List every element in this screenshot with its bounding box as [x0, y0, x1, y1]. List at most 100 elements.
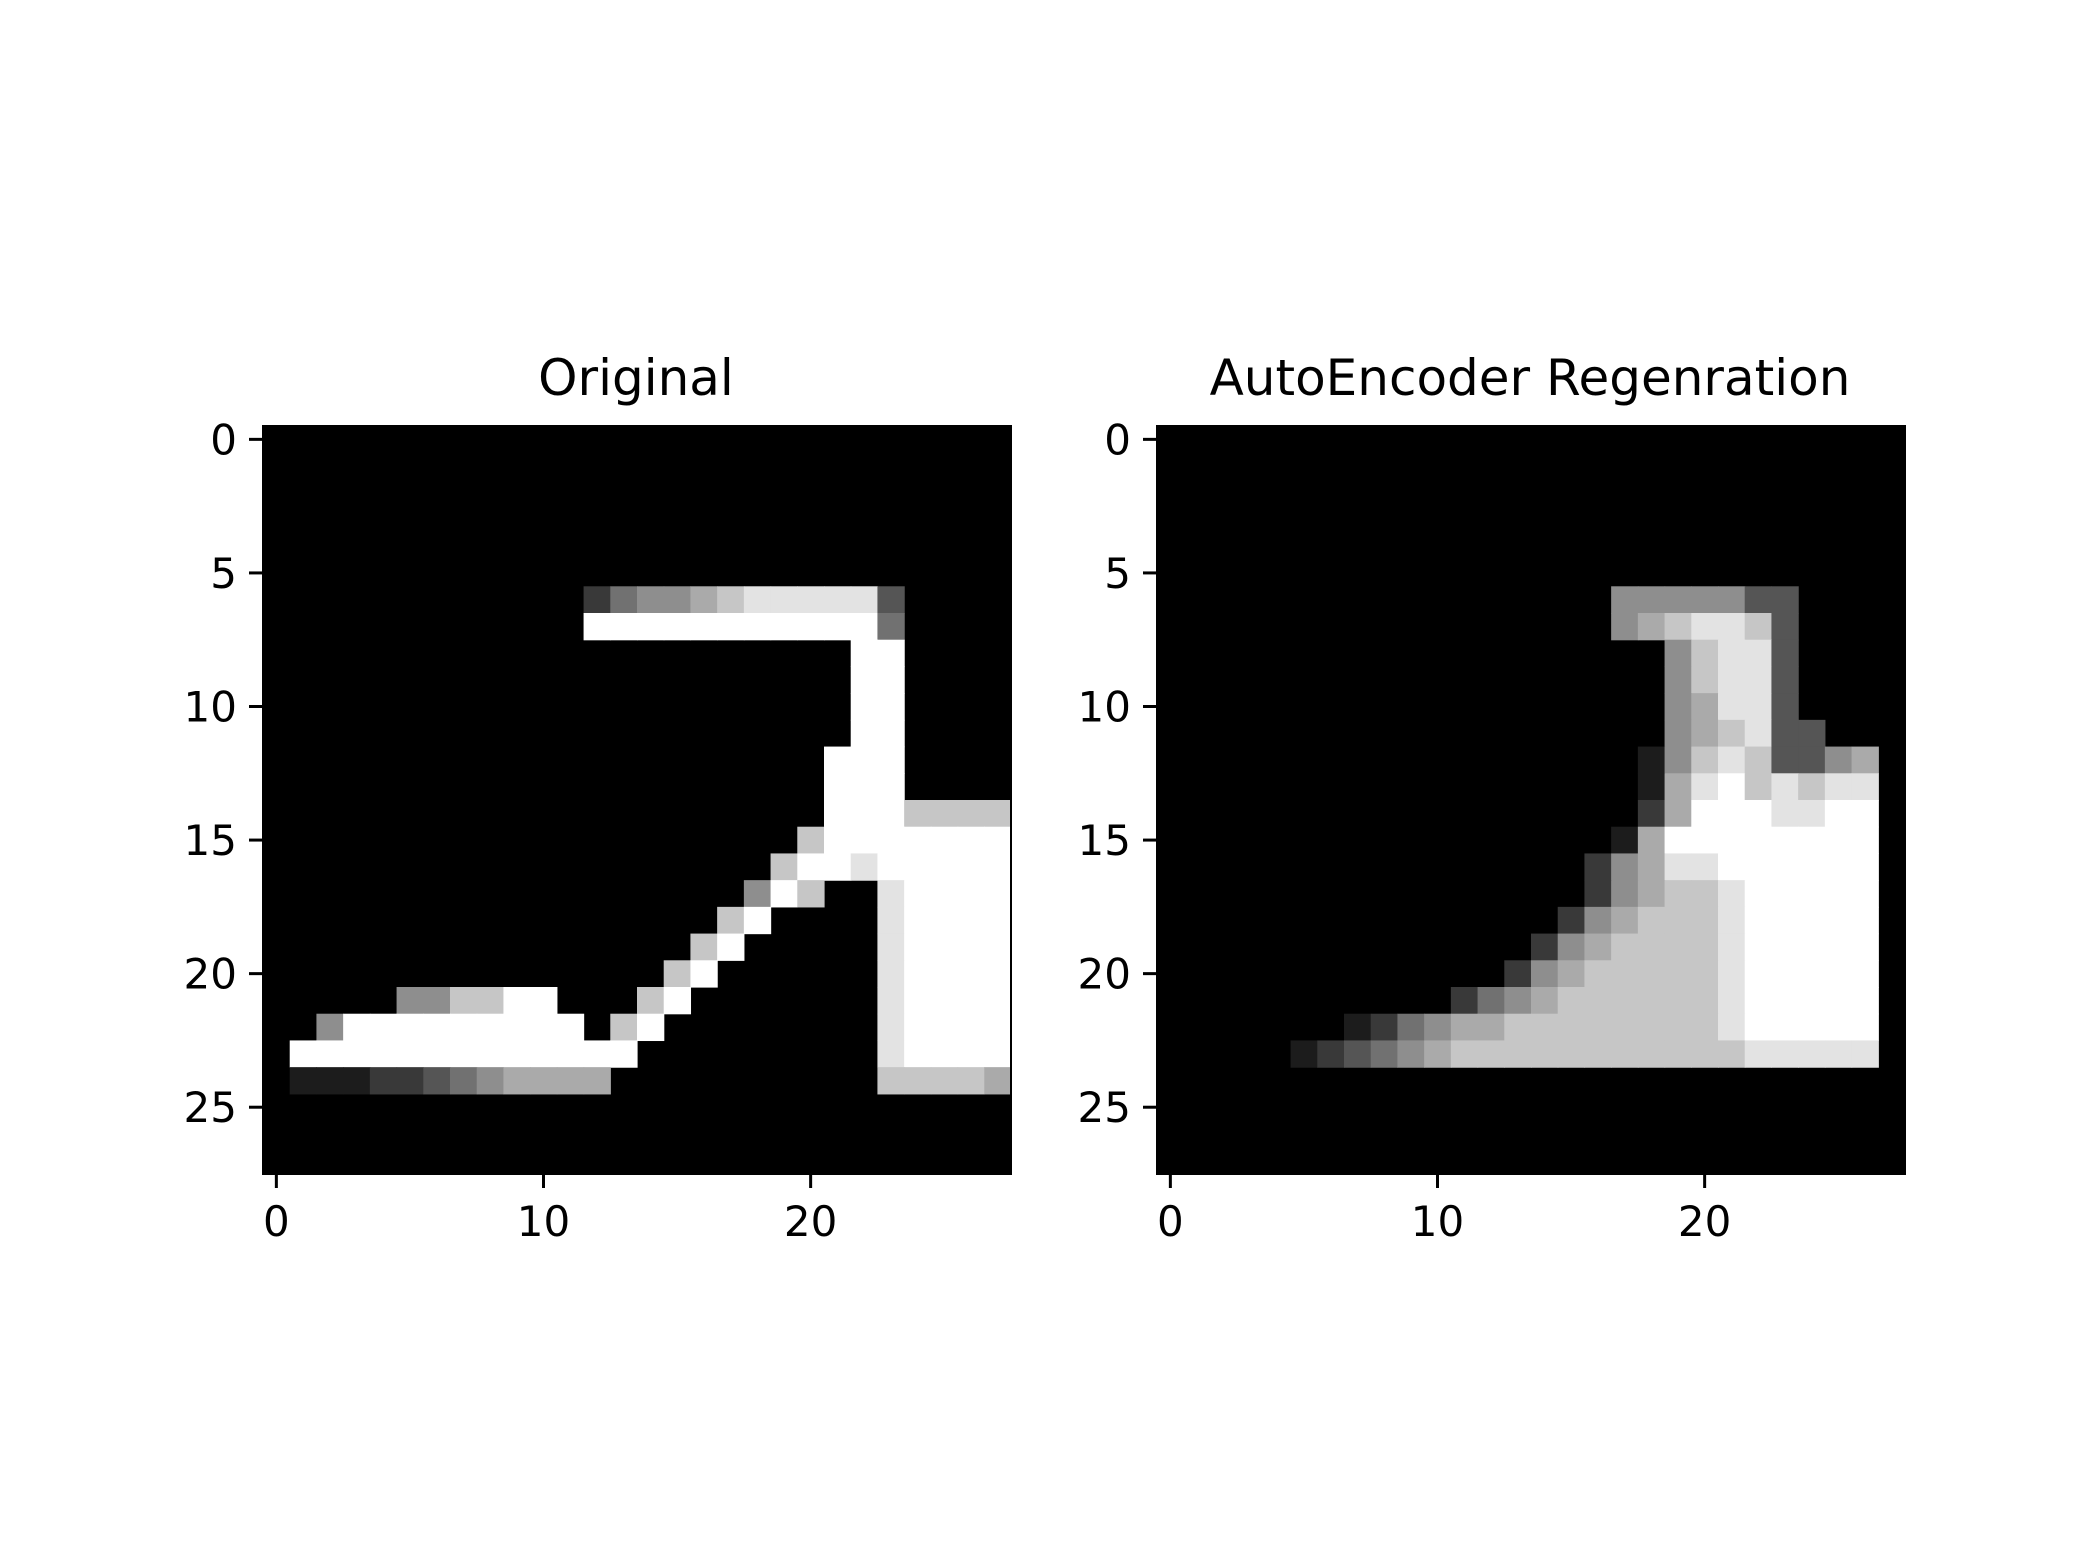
- heatmap-cell: [1824, 880, 1853, 908]
- heatmap-cell: [316, 1040, 344, 1068]
- heatmap-cell: [877, 933, 905, 961]
- heatmap-cell: [930, 906, 959, 935]
- y-tick-label: 0: [210, 415, 237, 464]
- heatmap-cell: [850, 853, 879, 881]
- heatmap-cell: [1637, 800, 1666, 828]
- heatmap-cell: [1664, 1013, 1692, 1042]
- heatmap-cell: [1718, 693, 1746, 721]
- heatmap-cell: [930, 880, 959, 908]
- heatmap-cell: [369, 1040, 398, 1068]
- heatmap-cell: [1744, 1013, 1773, 1042]
- heatmap-cell: [663, 613, 692, 641]
- heatmap-cell: [1611, 853, 1639, 881]
- heatmap-cell: [984, 826, 1012, 855]
- y-tick-label: 25: [184, 1083, 237, 1132]
- heatmap-cell: [1611, 906, 1639, 935]
- heatmap-cell: [1637, 773, 1666, 801]
- heatmap-cell: [1718, 746, 1746, 774]
- heatmap-cell: [850, 586, 879, 614]
- heatmap-cell: [1771, 933, 1799, 961]
- heatmap-cell: [957, 1013, 985, 1042]
- heatmap-cell: [1611, 1013, 1639, 1042]
- heatmap-cell: [1611, 826, 1639, 855]
- heatmap-cell: [1557, 987, 1586, 1015]
- heatmap-cell: [1531, 1040, 1559, 1068]
- heatmap-cell: [1557, 1040, 1586, 1068]
- heatmap-cell: [1798, 880, 1826, 908]
- heatmap-cell: [1664, 746, 1692, 774]
- heatmap-cell: [343, 1040, 371, 1068]
- heatmap-cell: [1584, 880, 1612, 908]
- heatmap-cell: [1718, 773, 1746, 801]
- heatmap-cell: [1317, 1040, 1345, 1068]
- heatmap-cell: [1851, 746, 1879, 774]
- heatmap-cell: [1344, 1013, 1372, 1042]
- heatmap-cell: [1824, 1013, 1853, 1042]
- heatmap-cell: [503, 1040, 531, 1068]
- heatmap-cell: [530, 1013, 558, 1042]
- heatmap-cell: [850, 773, 879, 801]
- heatmap-cell: [1824, 826, 1853, 855]
- heatmap-cell: [1691, 639, 1719, 668]
- heatmap-cell: [1691, 826, 1719, 855]
- heatmap-cell: [1691, 773, 1719, 801]
- heatmap-cell: [1771, 773, 1799, 801]
- heatmap-cell: [1584, 853, 1612, 881]
- heatmap-cell: [877, 960, 905, 988]
- heatmap-cell: [904, 880, 932, 908]
- heatmap-cell: [850, 746, 879, 774]
- heatmap-cell: [1718, 639, 1746, 668]
- heatmap-cell: [1851, 987, 1879, 1015]
- heatmap-cell: [877, 853, 905, 881]
- heatmap-cell: [1531, 933, 1559, 961]
- heatmap-cell: [1744, 933, 1773, 961]
- heatmap-cell: [1397, 1040, 1425, 1068]
- heatmap-cell: [450, 1013, 478, 1042]
- heatmap-cell: [1637, 1040, 1666, 1068]
- heatmap-cell: [1664, 987, 1692, 1015]
- heatmap-cell: [1718, 613, 1746, 641]
- heatmap-cell: [957, 1040, 985, 1068]
- heatmap-cell: [930, 1067, 959, 1095]
- heatmap-cell: [289, 1040, 318, 1068]
- heatmap-cell: [690, 933, 718, 961]
- heatmap-cell: [1744, 853, 1773, 881]
- heatmap-cell: [1718, 906, 1746, 935]
- heatmap-cell: [316, 1013, 344, 1042]
- heatmap-cell: [877, 773, 905, 801]
- heatmap-cell: [1691, 933, 1719, 961]
- heatmap-cell: [877, 719, 905, 748]
- heatmap-cell: [1584, 1013, 1612, 1042]
- heatmap-cell: [957, 826, 985, 855]
- heatmap-cell: [1397, 1013, 1425, 1042]
- heatmap-cell: [1691, 666, 1719, 694]
- heatmap-cell: [396, 1067, 424, 1095]
- heatmap-cell: [904, 906, 932, 935]
- y-tick-label: 15: [184, 816, 237, 865]
- heatmap-cell: [904, 933, 932, 961]
- heatmap-cell: [930, 987, 959, 1015]
- heatmap-cell: [690, 960, 718, 988]
- heatmap-cell: [1718, 880, 1746, 908]
- heatmap-cell: [1798, 960, 1826, 988]
- heatmap-cell: [1851, 933, 1879, 961]
- heatmap-cell: [1424, 1040, 1452, 1068]
- x-tick-label: 20: [784, 1197, 837, 1246]
- heatmap-cell: [1637, 613, 1666, 641]
- heatmap-cell: [1771, 987, 1799, 1015]
- x-tick-label: 10: [1411, 1197, 1464, 1246]
- panel-title: Original: [538, 349, 734, 407]
- heatmap-cell: [904, 1013, 932, 1042]
- heatmap-cell: [850, 666, 879, 694]
- heatmap-cell: [1771, 746, 1799, 774]
- heatmap-cell: [476, 1013, 505, 1042]
- heatmap-cell: [1798, 826, 1826, 855]
- heatmap-cell: [824, 853, 852, 881]
- heatmap-cell: [1450, 1013, 1479, 1042]
- heatmap-cell: [1798, 746, 1826, 774]
- heatmap-cell: [1531, 960, 1559, 988]
- heatmap-cell: [877, 1013, 905, 1042]
- heatmap-cell: [1744, 586, 1773, 614]
- heatmap-regeneration: [1156, 425, 1906, 1175]
